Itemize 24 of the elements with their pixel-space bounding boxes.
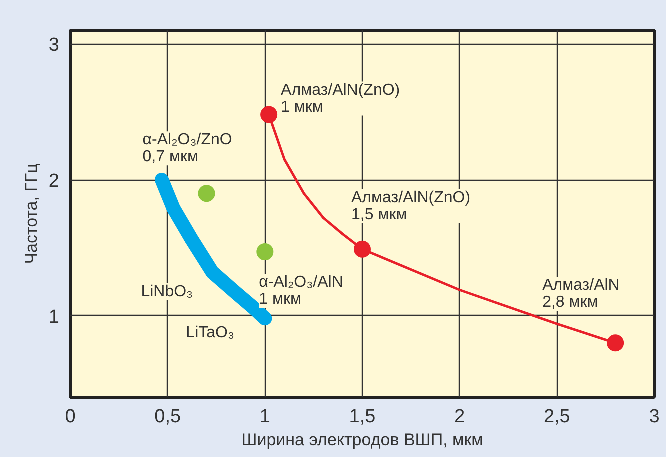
x-tick-label: 3 [649,406,660,428]
y-axis-title: Частота, ГГц [22,163,41,264]
annotation: Алмаз/AlN(ZnO) 1 мкм [281,82,400,116]
x-axis-title: Ширина электродов ВШП, мкм [242,430,484,450]
y-tick-label: 1 [48,306,60,328]
annotation: Алмаз/AlN(ZnO) 1,5 мкм [352,189,471,224]
x-tick-label: 0 [65,406,76,428]
y-tick-label: 3 [48,35,60,56]
annotation: α-Al₂O₃/AlN 1 мкм [259,274,344,308]
annotation: LiTaO₃ [186,324,234,342]
x-tick-label: 1,5 [349,406,376,428]
point [354,240,371,258]
x-tick-label: 0,5 [154,406,182,428]
point [260,106,278,124]
annotation: Алмаз/AlN 2,8 мкм [542,277,620,312]
point [607,334,624,352]
annotation: LiNbO₃ [141,283,194,300]
point [256,244,274,261]
x-tick-label: 2 [454,406,466,428]
x-tick-label: 1 [260,406,270,428]
point [198,185,216,202]
annotation: α-Al₂O₃/ZnO 0,7 мкм [142,132,232,166]
y-tick-label: 2 [48,171,60,192]
x-tick-label: 2,5 [544,406,570,428]
